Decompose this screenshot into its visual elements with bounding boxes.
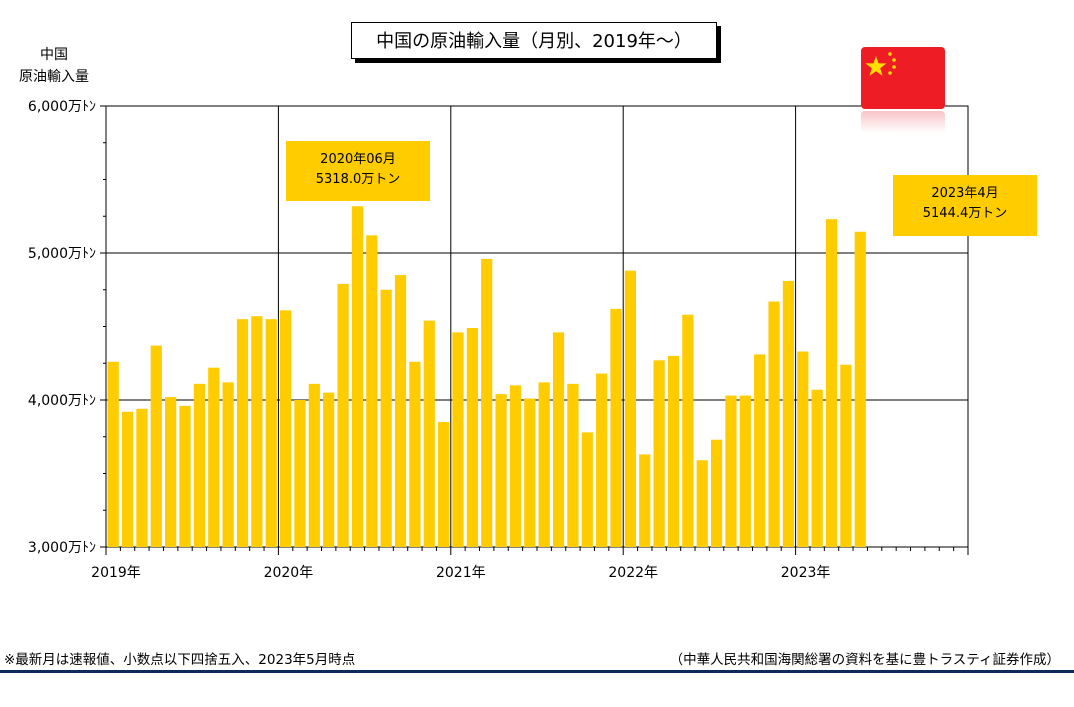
- annotation-latest-date: 2023年4月: [931, 186, 999, 201]
- footnote: ※最新月は速報値、小数点以下四捨五入、2023年5月時点: [4, 652, 356, 668]
- bar-2019-04: [150, 345, 162, 547]
- bar-2022-01: [624, 270, 636, 547]
- bar-2020-02: [294, 400, 306, 547]
- y-axis-label: 中国 原油輸入量: [0, 44, 108, 88]
- x-year-label: 2021年: [436, 565, 486, 581]
- x-year-label: 2020年: [264, 565, 314, 581]
- bar-2023-01: [797, 351, 809, 547]
- bar-2020-12: [438, 422, 450, 547]
- bar-2020-05: [337, 283, 349, 547]
- bar-2022-06: [696, 460, 708, 547]
- bar-2020-08: [380, 289, 392, 547]
- bar-2023-02: [811, 389, 823, 547]
- x-year-label: 2023年: [781, 565, 831, 581]
- annotation-latest-value: 5144.4万トン: [922, 206, 1008, 221]
- bar-2022-03: [653, 360, 665, 547]
- bar-2020-01: [279, 310, 292, 547]
- bar-2019-08: [208, 367, 220, 547]
- bottom-rule: [0, 670, 1074, 673]
- bar-2020-03: [308, 383, 320, 547]
- bar-2019-11: [251, 316, 263, 547]
- bar-2021-01: [452, 332, 464, 547]
- bar-2019-02: [121, 411, 134, 547]
- annotation-peak-2020-06: 2020年06月 5318.0万トン: [286, 141, 430, 201]
- bar-2022-10: [754, 354, 766, 547]
- bar-2023-04: [840, 364, 852, 547]
- bar-2023-03: [825, 219, 838, 547]
- bar-2021-03: [481, 258, 493, 547]
- bar-2020-09: [394, 275, 407, 547]
- y-tick-label: 3,000万ﾄﾝ: [28, 540, 96, 556]
- bar-2021-10: [581, 432, 593, 547]
- source-note: （中華人民共和国海関総署の資料を基に豊トラスティ証券作成）: [669, 652, 1060, 668]
- bar-2021-09: [567, 383, 579, 547]
- bar-2021-07: [538, 382, 550, 547]
- bar-2022-04: [667, 355, 680, 547]
- china-flag-icon: [861, 47, 945, 109]
- chart-title: 中国の原油輸入量（月別、2019年～）: [351, 22, 717, 59]
- bar-2022-07: [710, 439, 723, 547]
- bar-2021-08: [552, 332, 565, 547]
- annotation-peak-date: 2020年06月: [320, 152, 396, 167]
- bar-2021-06: [524, 398, 536, 547]
- x-year-label: 2019年: [91, 565, 141, 581]
- y-tick-label: 5,000万ﾄﾝ: [28, 246, 96, 262]
- bar-2022-08: [725, 395, 737, 547]
- bar-2020-04: [323, 392, 335, 547]
- bar-2022-02: [639, 454, 651, 547]
- annotation-peak-value: 5318.0万トン: [315, 172, 401, 187]
- bar-2022-11: [768, 301, 780, 547]
- annotation-latest-2023-04: 2023年4月 5144.4万トン: [893, 175, 1037, 236]
- bar-2019-03: [136, 408, 148, 547]
- bar-2020-07: [366, 235, 378, 548]
- flag-reflection: [861, 111, 945, 133]
- bar-2019-05: [165, 397, 177, 547]
- bar-2019-10: [236, 319, 249, 547]
- bar-2020-10: [409, 361, 421, 547]
- bar-2021-05: [509, 385, 522, 547]
- y-tick-label: 6,000万ﾄﾝ: [28, 99, 96, 115]
- bar-2022-05: [682, 314, 694, 547]
- bar-2021-12: [610, 308, 622, 547]
- y-axis-label-line: 原油輸入量: [19, 69, 89, 85]
- bar-2023-05: [854, 231, 866, 547]
- bar-2021-04: [495, 394, 507, 547]
- bar-2020-06: [351, 206, 364, 547]
- bar-2021-11: [596, 373, 608, 547]
- bar-2021-02: [466, 327, 478, 547]
- y-axis-label-line: 中国: [40, 47, 68, 63]
- y-tick-label: 4,000万ﾄﾝ: [28, 393, 96, 409]
- bar-2020-11: [423, 320, 435, 547]
- bar-2019-09: [222, 382, 234, 547]
- x-year-label: 2022年: [608, 565, 658, 581]
- bar-2019-12: [265, 319, 277, 547]
- bar-2019-07: [193, 383, 205, 547]
- bar-2019-01: [107, 361, 119, 547]
- bar-2022-09: [739, 395, 751, 547]
- bar-2022-12: [782, 280, 795, 547]
- plot-area: [105, 105, 969, 548]
- bar-2019-06: [179, 405, 191, 547]
